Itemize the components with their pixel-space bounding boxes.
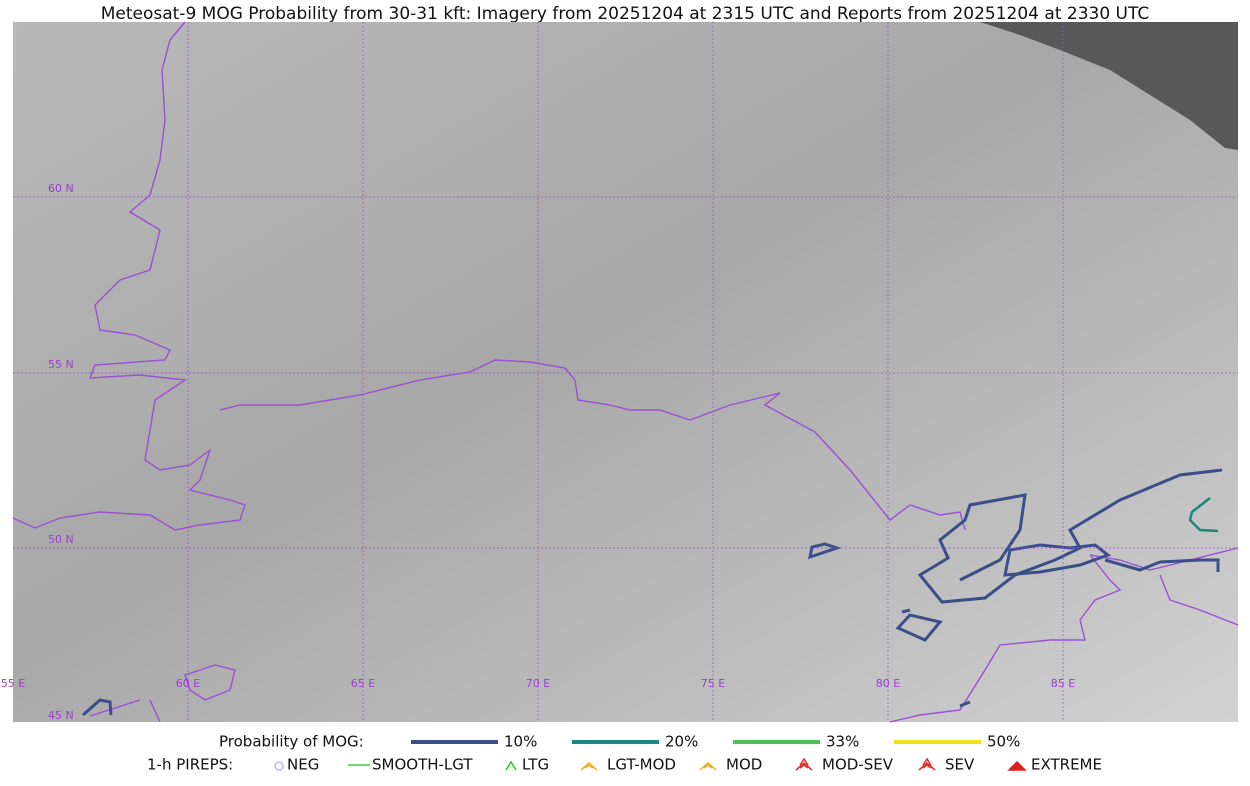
lat-label: 60 N [48, 182, 74, 195]
legend-label: MOD-SEV [822, 756, 894, 774]
mog-10-contours [82, 468, 1223, 717]
pirep-symbol [795, 757, 813, 771]
pirep-symbol [918, 757, 936, 771]
contour [895, 608, 943, 642]
legend-label: 20% [665, 733, 698, 751]
legend-label: LTG [522, 756, 549, 774]
legend-label: 33% [826, 733, 859, 751]
legend-label: EXTREME [1031, 756, 1102, 774]
pirep-symbol [580, 762, 598, 771]
lon-label: 70 E [526, 677, 550, 690]
lon-label: 80 E [876, 677, 900, 690]
legend-label: 50% [987, 733, 1020, 751]
graticule: 60 N 55 N 50 N 45 N 55 E 60 E 65 E 70 E 75 E 80 E… [1, 22, 1238, 722]
no-data-region [980, 22, 1238, 150]
contour [82, 698, 971, 717]
legend-label: SEV [945, 756, 975, 774]
satellite-imagery [13, 22, 1238, 722]
coastline [12, 21, 246, 531]
legend: Probability of MOG: 10% 20% 33% 50% 1-h PIREP… [147, 733, 1102, 774]
legend-label: MOD [726, 756, 762, 774]
legend-heading: Probability of MOG: [219, 733, 364, 751]
border [219, 359, 966, 531]
lon-label: 60 E [176, 677, 200, 690]
map [12, 21, 1239, 723]
legend-label: LGT-MOD [607, 756, 676, 774]
pirep-symbol [1007, 760, 1027, 771]
title: Meteosat-9 MOG Probability from 30-31 kf… [101, 4, 1150, 24]
lon-label: 55 E [1, 677, 25, 690]
pirep-symbol [699, 762, 717, 771]
border [889, 554, 1122, 723]
contour [1003, 543, 1112, 577]
coastline [89, 664, 236, 723]
pirep-symbol [274, 761, 284, 771]
pirep-symbol [505, 760, 517, 771]
lon-label: 85 E [1051, 677, 1075, 690]
legend-label: NEG [287, 756, 319, 774]
contour [917, 468, 1223, 604]
lat-label: 50 N [48, 533, 74, 546]
lon-label: 75 E [701, 677, 725, 690]
lon-label: 65 E [351, 677, 375, 690]
border [1159, 574, 1239, 626]
coastlines [12, 21, 1239, 723]
contour [1104, 558, 1220, 572]
legend-heading: 1-h PIREPS: [147, 756, 233, 774]
lat-label: 55 N [48, 358, 74, 371]
lat-label: 45 N [48, 709, 74, 722]
mog-20-contour [1188, 497, 1219, 533]
legend-label: SMOOTH-LGT [372, 756, 473, 774]
legend-label: 10% [504, 733, 537, 751]
contour [808, 542, 842, 560]
